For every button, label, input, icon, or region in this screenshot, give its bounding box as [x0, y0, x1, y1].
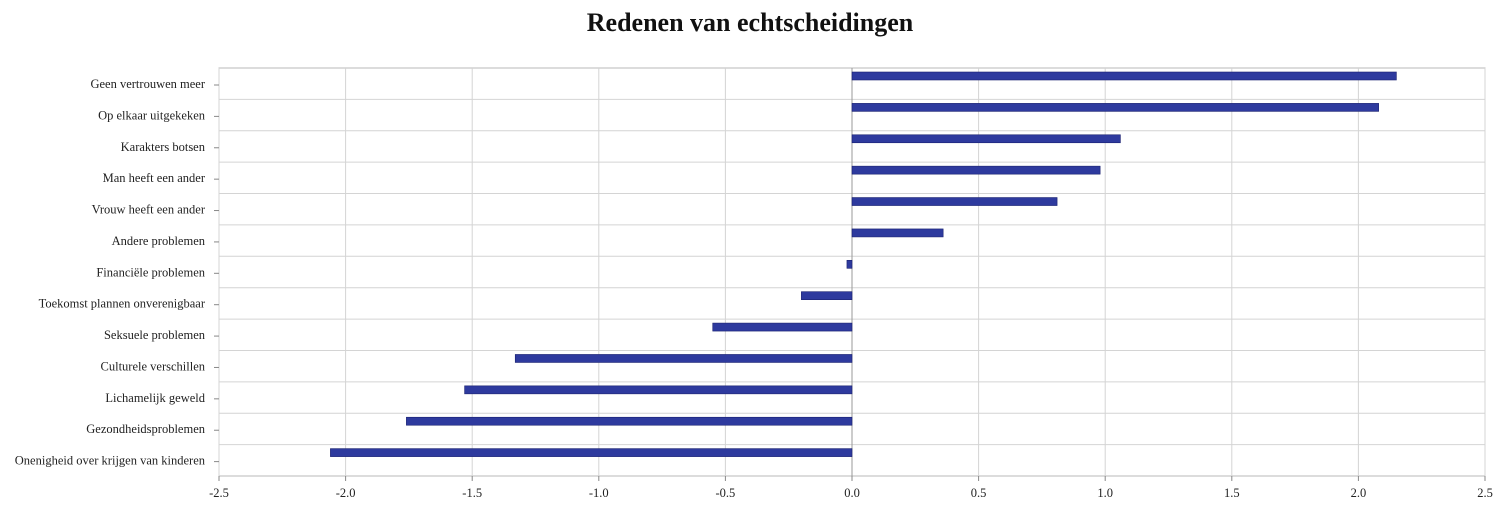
x-tick-label: 1.0	[1097, 486, 1113, 500]
x-tick-label: -1.5	[462, 486, 482, 500]
x-tick-labels: -2.5 -2.0 -1.5 -1.0 -0.5 0.0 0.5 1.0 1.5 2.0 2.5	[209, 486, 1493, 500]
category-labels: Geen vertrouwen meer Op elkaar uitgekeken…	[15, 77, 206, 468]
x-tick-label: -2.5	[209, 486, 229, 500]
x-tick-label: 0.5	[971, 486, 987, 500]
category-label: Toekomst plannen onverenigbaar	[39, 297, 206, 311]
bar	[801, 291, 853, 300]
category-label: Man heeft een ander	[103, 171, 206, 185]
bar	[464, 385, 853, 395]
bar	[851, 71, 1397, 81]
bar	[851, 103, 1379, 112]
x-tick-label: -0.5	[716, 486, 736, 500]
category-label: Op elkaar uitgekeken	[98, 108, 206, 122]
bar	[330, 448, 853, 457]
category-label: Vrouw heeft een ander	[92, 203, 206, 217]
x-tick-label: 2.5	[1477, 486, 1493, 500]
category-label: Gezondheidsproblemen	[86, 422, 205, 436]
category-label: Lichamelijk geweld	[105, 391, 205, 405]
x-tick-label: -2.0	[336, 486, 356, 500]
category-label: Geen vertrouwen meer	[90, 77, 205, 91]
category-label: Onenigheid over krijgen van kinderen	[15, 454, 206, 468]
x-tick-label: 1.5	[1224, 486, 1240, 500]
bar	[846, 260, 853, 269]
grid-lines	[214, 67, 1486, 481]
category-label: Financiële problemen	[96, 265, 205, 279]
chart-title: Redenen van echtscheidingen	[586, 8, 914, 37]
x-tick-label: 2.0	[1351, 486, 1367, 500]
bars	[330, 71, 1397, 457]
bar	[851, 228, 944, 238]
bar	[712, 322, 853, 332]
bar	[851, 197, 1058, 206]
x-tick-label: 0.0	[844, 486, 860, 500]
bar	[406, 416, 853, 426]
bar	[514, 354, 853, 363]
bar	[851, 165, 1101, 175]
category-label: Culturele verschillen	[101, 359, 206, 373]
category-label: Karakters botsen	[121, 140, 206, 154]
category-label: Seksuele problemen	[104, 328, 206, 342]
bar	[851, 134, 1121, 144]
x-tick-label: -1.0	[589, 486, 609, 500]
category-label: Andere problemen	[112, 234, 206, 248]
